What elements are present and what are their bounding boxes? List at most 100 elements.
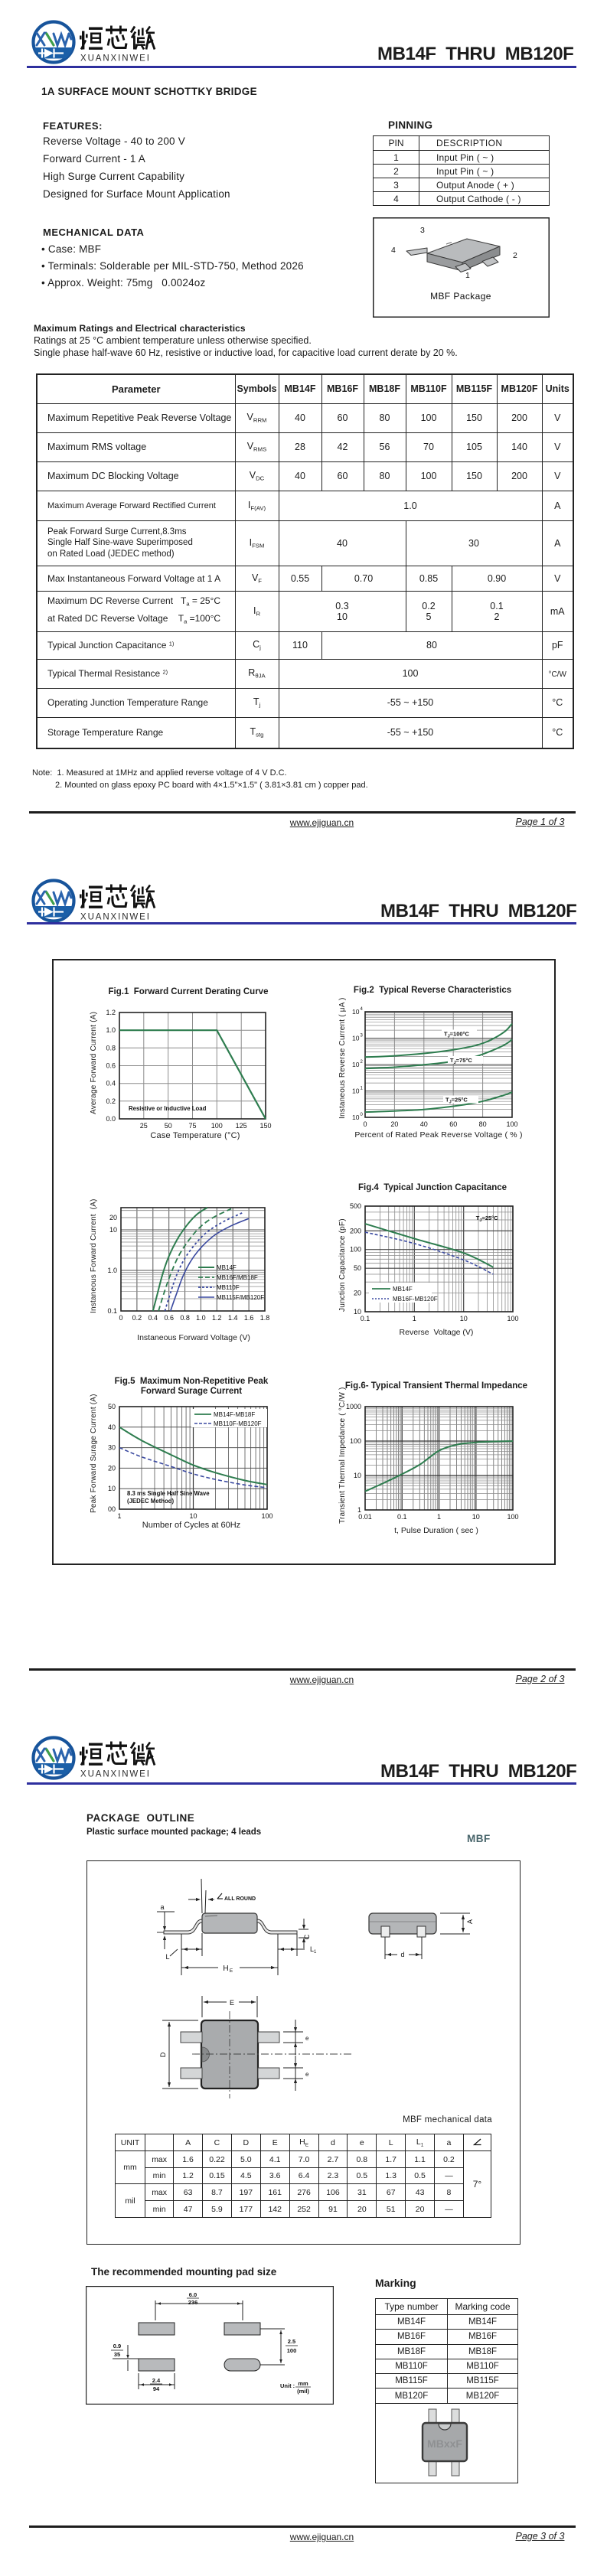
svg-text:C: C: [303, 1934, 311, 1939]
svg-text:100: 100: [350, 1437, 361, 1445]
svg-text:0: 0: [363, 1120, 367, 1128]
svg-text:L: L: [165, 1953, 169, 1961]
svg-text:0.01: 0.01: [358, 1513, 372, 1521]
svg-text:mm: mm: [298, 2380, 308, 2387]
svg-text:00: 00: [108, 1505, 116, 1513]
svg-text:0.1: 0.1: [361, 1315, 370, 1322]
svg-text:1: 1: [437, 1513, 441, 1521]
svg-text:0.1: 0.1: [397, 1513, 407, 1521]
svg-text:20: 20: [354, 1290, 361, 1297]
svg-text:0.2: 0.2: [132, 1314, 142, 1322]
svg-text:E: E: [230, 1968, 233, 1974]
svg-text:MB16F/MB18F: MB16F/MB18F: [217, 1274, 258, 1281]
svg-text:10: 10: [352, 1087, 360, 1095]
svg-text:6.0: 6.0: [189, 2291, 197, 2298]
svg-text:100: 100: [211, 1122, 223, 1130]
svg-text:H: H: [223, 1965, 228, 1973]
svg-text:1: 1: [117, 1512, 121, 1520]
svg-text:1: 1: [361, 1087, 364, 1091]
svg-text:TJ=25°C: TJ=25°C: [445, 1097, 468, 1105]
svg-text:94: 94: [153, 2385, 160, 2392]
svg-text:30: 30: [108, 1444, 116, 1452]
svg-text:236: 236: [188, 2299, 198, 2306]
svg-text:MB115F/MB120F: MB115F/MB120F: [217, 1294, 264, 1301]
svg-text:0.6: 0.6: [106, 1062, 116, 1070]
svg-text:d: d: [400, 1951, 404, 1958]
svg-text:100: 100: [506, 1120, 517, 1128]
svg-text:1.2: 1.2: [212, 1314, 222, 1322]
svg-text:125: 125: [236, 1122, 247, 1130]
svg-text:1.2: 1.2: [106, 1009, 116, 1016]
svg-text:10: 10: [460, 1315, 468, 1322]
svg-text:XUANXINWEI: XUANXINWEI: [80, 54, 151, 64]
svg-text:MB110F: MB110F: [217, 1284, 240, 1291]
svg-text:0.4: 0.4: [148, 1314, 158, 1322]
svg-text:1: 1: [314, 1950, 317, 1955]
svg-text:100: 100: [507, 1513, 518, 1521]
svg-text:e: e: [305, 2071, 309, 2078]
svg-text:2.5: 2.5: [288, 2338, 295, 2345]
svg-text:MB110F-MB120F: MB110F-MB120F: [214, 1420, 262, 1427]
svg-text:XUANXINWEI: XUANXINWEI: [80, 1770, 151, 1779]
svg-text:20: 20: [108, 1464, 116, 1472]
svg-text:80: 80: [479, 1120, 487, 1128]
svg-text:35: 35: [114, 2351, 120, 2358]
svg-text:a: a: [160, 1903, 164, 1911]
svg-text:Resistive or Inductive Load: Resistive or Inductive Load: [129, 1105, 207, 1112]
svg-text:500: 500: [350, 1202, 361, 1210]
svg-text:60: 60: [449, 1120, 457, 1128]
svg-text:8.3 ms Single Half Sine Wave: 8.3 ms Single Half Sine Wave: [127, 1490, 210, 1497]
svg-text:40: 40: [420, 1120, 428, 1128]
svg-text:0.8: 0.8: [106, 1044, 116, 1052]
svg-text:0: 0: [361, 1113, 364, 1117]
svg-text:10: 10: [352, 1008, 360, 1016]
svg-text:10: 10: [109, 1226, 117, 1234]
svg-text:0.8: 0.8: [180, 1314, 190, 1322]
svg-text:TJ=25°C: TJ=25°C: [476, 1215, 498, 1223]
svg-text:2.4: 2.4: [152, 2377, 161, 2384]
svg-text:TJ=75°C: TJ=75°C: [450, 1057, 472, 1065]
svg-text:1: 1: [357, 1506, 361, 1514]
svg-text:10: 10: [189, 1512, 197, 1520]
svg-text:1.0: 1.0: [106, 1026, 116, 1034]
svg-text:2: 2: [513, 251, 517, 260]
svg-text:0.9: 0.9: [113, 2343, 121, 2349]
svg-text:100: 100: [261, 1512, 272, 1520]
svg-text:D: D: [159, 2052, 167, 2057]
svg-text:0.6: 0.6: [164, 1314, 174, 1322]
svg-text:20: 20: [109, 1214, 117, 1221]
svg-text:40: 40: [108, 1423, 116, 1431]
svg-text:XUANXINWEI: XUANXINWEI: [80, 913, 151, 922]
svg-text:0.0: 0.0: [106, 1115, 116, 1123]
svg-text:(JEDEC Method): (JEDEC Method): [127, 1498, 174, 1505]
svg-text:10: 10: [472, 1513, 480, 1521]
svg-text:50: 50: [354, 1264, 361, 1272]
svg-text:10: 10: [352, 1061, 360, 1068]
svg-text:10: 10: [354, 1308, 361, 1316]
svg-text:0.2: 0.2: [106, 1097, 116, 1105]
svg-text:10: 10: [108, 1485, 116, 1492]
svg-text:MBxxF: MBxxF: [427, 2437, 462, 2450]
svg-text:e: e: [305, 2035, 309, 2042]
svg-text:20: 20: [390, 1120, 398, 1128]
svg-text:50: 50: [165, 1122, 172, 1130]
svg-text:2: 2: [361, 1060, 364, 1065]
svg-text:1.4: 1.4: [228, 1314, 238, 1322]
svg-text:150: 150: [259, 1122, 271, 1130]
svg-text:A: A: [466, 1919, 474, 1924]
svg-text:1.0: 1.0: [196, 1314, 206, 1322]
svg-text:MBF Package: MBF Package: [430, 291, 491, 302]
svg-text:ALL ROUND: ALL ROUND: [224, 1896, 256, 1902]
svg-text:100: 100: [507, 1315, 518, 1322]
svg-text:0: 0: [119, 1314, 122, 1322]
svg-text:1: 1: [465, 271, 470, 280]
svg-text:1.6: 1.6: [244, 1314, 254, 1322]
svg-text:L: L: [310, 1945, 314, 1953]
svg-text:50: 50: [108, 1403, 116, 1410]
svg-text:TJ=100°C: TJ=100°C: [444, 1031, 470, 1039]
svg-text:E: E: [230, 1999, 234, 2007]
svg-text:75: 75: [188, 1122, 196, 1130]
svg-text:3: 3: [361, 1034, 364, 1039]
svg-text:0.1: 0.1: [107, 1307, 117, 1315]
svg-text:1: 1: [413, 1315, 416, 1322]
